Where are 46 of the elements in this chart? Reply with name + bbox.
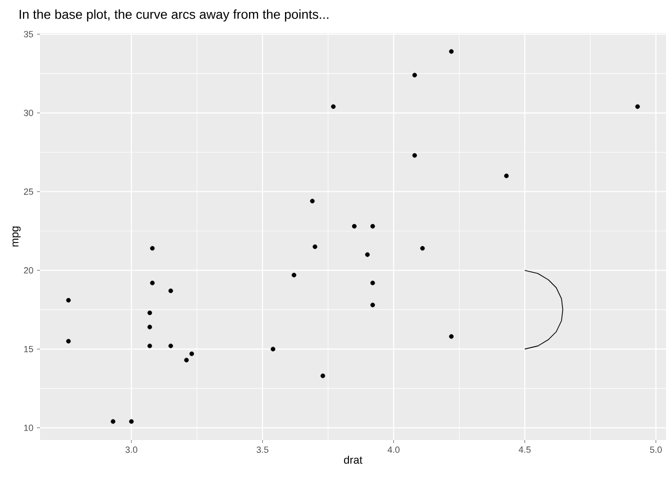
point bbox=[412, 153, 417, 158]
point bbox=[420, 246, 425, 251]
y-tick-label: 10 bbox=[24, 424, 34, 431]
point bbox=[352, 224, 357, 229]
y-tick-label: 20 bbox=[24, 267, 34, 274]
y-tick-label: 25 bbox=[24, 188, 34, 195]
point bbox=[150, 246, 155, 251]
chart-title: In the base plot, the curve arcs away from the points... bbox=[20, 9, 328, 22]
x-tick-label: 3.5 bbox=[256, 446, 268, 453]
point bbox=[184, 358, 189, 362]
point bbox=[370, 302, 375, 308]
x-tick-label: 4.0 bbox=[388, 446, 400, 453]
point bbox=[150, 280, 155, 286]
point bbox=[129, 419, 134, 424]
point bbox=[370, 280, 375, 286]
point bbox=[66, 298, 71, 303]
point bbox=[168, 288, 174, 294]
point bbox=[320, 374, 326, 378]
point bbox=[331, 104, 336, 109]
point bbox=[412, 72, 417, 78]
point bbox=[66, 338, 71, 344]
x-tick-label: 3.0 bbox=[126, 446, 138, 453]
line-series bbox=[524, 270, 564, 350]
y-tick-label: 15 bbox=[24, 346, 34, 352]
y-tick-label: 35 bbox=[24, 30, 34, 38]
point bbox=[189, 351, 194, 356]
point bbox=[504, 174, 509, 178]
point bbox=[310, 198, 315, 204]
point bbox=[147, 344, 152, 348]
x-tick-label: 4.5 bbox=[518, 446, 531, 453]
point bbox=[635, 104, 640, 109]
point bbox=[370, 224, 375, 229]
x-tick-label: 5.0 bbox=[650, 446, 662, 453]
x-axis-title: drat bbox=[344, 456, 362, 464]
y-axis-title: mpg bbox=[12, 226, 21, 246]
point bbox=[110, 419, 116, 424]
point bbox=[168, 344, 174, 348]
point bbox=[449, 49, 454, 54]
point bbox=[312, 244, 318, 250]
point bbox=[292, 272, 296, 278]
y-tick-label: 30 bbox=[24, 110, 34, 116]
point bbox=[147, 324, 152, 330]
point bbox=[449, 334, 454, 339]
point bbox=[365, 252, 370, 257]
point bbox=[147, 310, 152, 316]
point bbox=[270, 346, 276, 352]
